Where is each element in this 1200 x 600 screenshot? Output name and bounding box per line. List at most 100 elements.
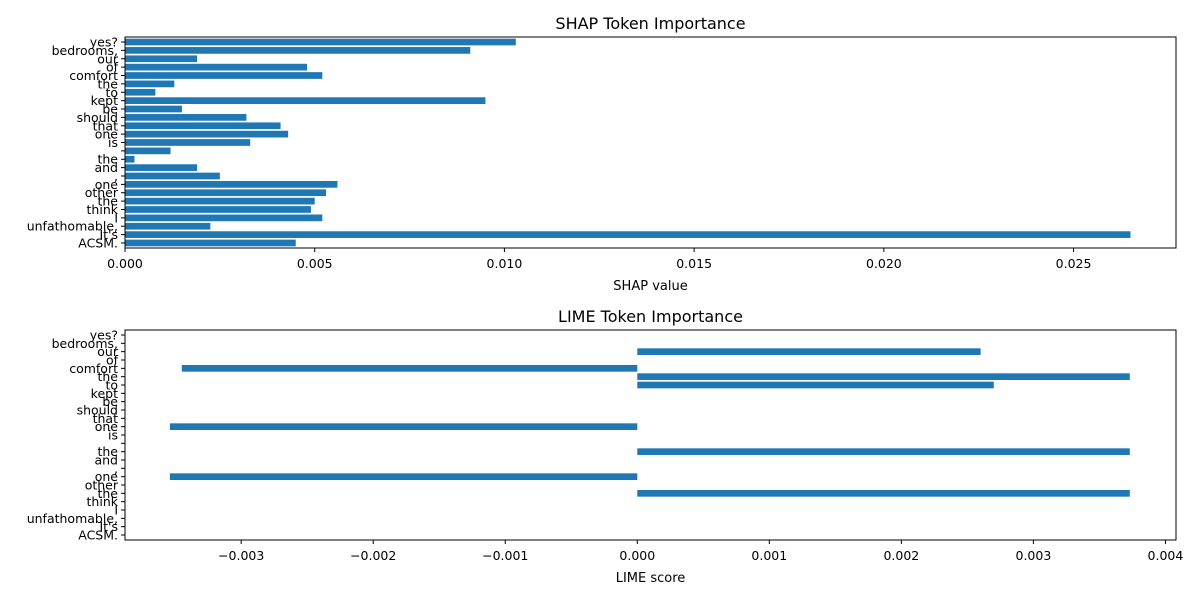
- shap-bar: [125, 122, 281, 130]
- lime-ytick-label: is: [108, 428, 118, 443]
- lime-ytick-label: should: [77, 403, 118, 418]
- shap-bar: [125, 239, 296, 247]
- lime-ytick-label: one: [95, 419, 119, 434]
- shap-bar: [125, 63, 308, 71]
- shap-bar: [125, 231, 1131, 238]
- lime-plot-frame: [124, 329, 1177, 541]
- shap-ytick-label: the: [97, 194, 118, 209]
- lime-ytick-label: comfort: [69, 361, 118, 376]
- shap-x-axis-label: SHAP value: [613, 279, 687, 294]
- lime-bar: [169, 423, 638, 430]
- lime-chart: LIME Token Importance ACSM.It'sunfathomab…: [27, 307, 1184, 586]
- shap-ytick-label: comfort: [69, 68, 118, 83]
- lime-ytick-label: and: [94, 453, 118, 468]
- shap-xtick-label: 0.025: [1056, 256, 1092, 271]
- lime-bar: [637, 448, 1130, 455]
- shap-bar: [125, 72, 323, 79]
- shap-xtick-label: 0.010: [487, 256, 523, 271]
- lime-bar: [637, 381, 994, 389]
- shap-ytick-label: ,: [114, 168, 118, 183]
- lime-ytick-label: the: [97, 486, 118, 501]
- shap-bar: [125, 97, 486, 104]
- lime-ytick-label: the: [97, 369, 118, 384]
- shap-bar: [125, 189, 327, 197]
- shap-xtick-label: 0.005: [297, 256, 333, 271]
- lime-ytick-label: be: [102, 394, 118, 409]
- lime-xtick-label: −0.002: [350, 548, 396, 563]
- lime-ytick-label: unfathomable,: [27, 511, 118, 526]
- shap-bar: [125, 181, 338, 188]
- lime-xtick-label: −0.001: [482, 548, 528, 563]
- lime-ytick-label: our: [97, 344, 119, 359]
- shap-bar: [125, 55, 198, 63]
- shap-bar: [125, 147, 171, 155]
- lime-ytick-label: one: [95, 469, 119, 484]
- shap-bar: [125, 105, 182, 113]
- shap-ytick-label: bedrooms,: [52, 43, 118, 58]
- shap-ytick-label: yes?: [90, 35, 118, 50]
- shap-bar: [125, 88, 156, 96]
- lime-ytick-label: that: [93, 411, 118, 426]
- shap-bar: [125, 206, 311, 213]
- shap-xtick-label: 0.000: [107, 256, 143, 271]
- shap-ytick-label: of: [106, 60, 119, 75]
- shap-ytick-label: one: [95, 177, 119, 192]
- lime-ytick-label: the: [97, 444, 118, 459]
- lime-xtick-label: 0.000: [619, 548, 655, 563]
- shap-bar: [125, 197, 315, 205]
- lime-x-axis-label: LIME score: [616, 571, 686, 586]
- shap-bar: [125, 172, 220, 180]
- lime-ytick-label: think: [87, 494, 119, 509]
- shap-ytick-label: ACSM.: [78, 235, 118, 250]
- shap-bar: [125, 222, 211, 230]
- shap-ytick-label: that: [93, 118, 118, 133]
- shap-bar: [125, 155, 135, 163]
- lime-xtick-label: −0.003: [218, 548, 264, 563]
- shap-ytick-label: our: [97, 51, 119, 66]
- lime-chart-title: LIME Token Importance: [558, 307, 743, 326]
- shap-chart-title: SHAP Token Importance: [555, 14, 745, 33]
- lime-ytick-label: bedrooms,: [52, 336, 118, 351]
- shap-ytick-label: be: [102, 102, 118, 117]
- shap-xtick-label: 0.015: [676, 256, 712, 271]
- shap-chart: SHAP Token Importance ACSM.It'sunfathomab…: [27, 14, 1177, 294]
- lime-bar: [637, 348, 981, 355]
- shap-ytick-label: the: [97, 76, 118, 91]
- shap-bar: [125, 130, 289, 138]
- lime-xtick-label: 0.002: [883, 548, 919, 563]
- lime-ytick-label: ,: [114, 461, 118, 476]
- shap-ytick-label: other: [85, 185, 119, 200]
- lime-ytick-label: ACSM.: [78, 528, 118, 543]
- lime-xtick-label: 0.003: [1016, 548, 1052, 563]
- lime-bar: [181, 365, 638, 372]
- shap-xtick-label: 0.020: [866, 256, 902, 271]
- lime-bar: [637, 373, 1130, 380]
- lime-xtick-label: 0.001: [751, 548, 787, 563]
- shap-ytick-label: unfathomable,: [27, 219, 118, 234]
- lime-ytick-label: It's: [99, 519, 118, 534]
- shap-ytick-label: to: [105, 85, 118, 100]
- lime-ytick-label: of: [106, 353, 119, 368]
- shap-ytick-label: think: [87, 202, 119, 217]
- shap-ytick-label: one: [95, 127, 119, 142]
- lime-ytick-label: to: [105, 378, 118, 393]
- shap-ytick-label: is: [108, 135, 118, 150]
- lime-bar: [169, 473, 638, 480]
- shap-ytick-label: should: [77, 110, 118, 125]
- lime-ytick-label: kept: [91, 386, 118, 401]
- lime-ytick-label: I: [114, 503, 118, 518]
- lime-ytick-label: other: [85, 478, 119, 493]
- lime-xtick-label: 0.004: [1148, 548, 1184, 563]
- shap-ytick-label: and: [94, 160, 118, 175]
- shap-bar: [125, 214, 323, 222]
- shap-bar: [125, 139, 251, 146]
- shap-bar: [125, 38, 516, 46]
- shap-bar: [125, 80, 175, 88]
- shap-bar: [125, 114, 247, 121]
- shap-ytick-label: the: [97, 152, 118, 167]
- shap-ytick-label: It's: [99, 227, 118, 242]
- lime-bar: [637, 490, 1130, 497]
- lime-ytick-label: yes?: [90, 328, 118, 343]
- shap-bar: [125, 164, 198, 171]
